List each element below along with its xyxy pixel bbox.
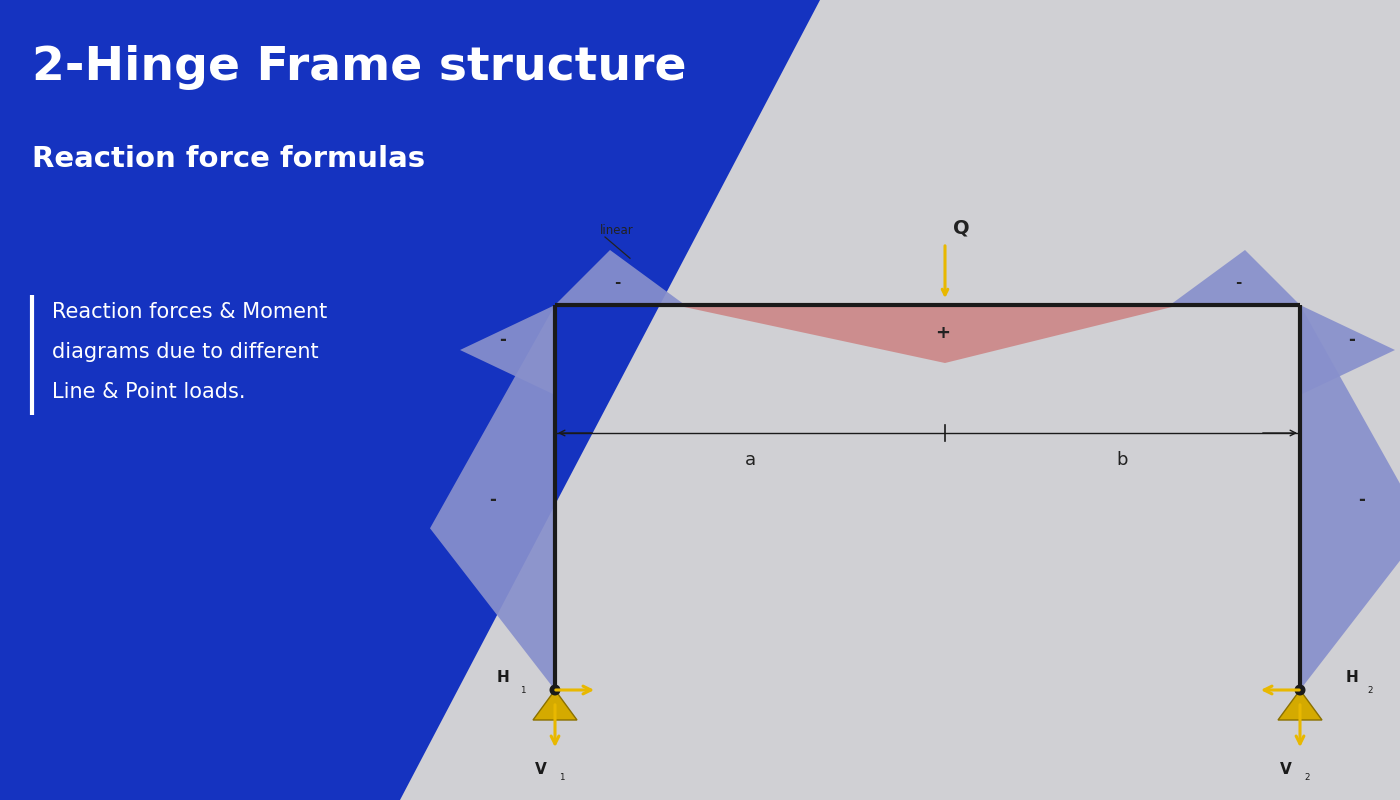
- Text: -: -: [1348, 331, 1355, 349]
- Text: Reaction forces & Moment: Reaction forces & Moment: [52, 302, 328, 322]
- Text: -: -: [500, 331, 507, 349]
- Text: linear: linear: [601, 224, 634, 237]
- Polygon shape: [554, 250, 685, 305]
- Polygon shape: [675, 305, 1180, 363]
- Polygon shape: [0, 0, 820, 800]
- Text: V: V: [535, 762, 547, 777]
- Text: -: -: [1235, 275, 1242, 290]
- Text: Line & Point loads.: Line & Point loads.: [52, 382, 245, 402]
- Circle shape: [550, 685, 560, 694]
- Text: $_2$: $_2$: [1303, 770, 1310, 783]
- Text: a: a: [745, 451, 756, 469]
- Text: -: -: [490, 491, 497, 509]
- Text: $_1$: $_1$: [519, 683, 526, 697]
- Polygon shape: [461, 305, 554, 395]
- Text: Q: Q: [953, 218, 970, 237]
- Polygon shape: [1301, 305, 1400, 690]
- Text: diagrams due to different: diagrams due to different: [52, 342, 319, 362]
- Polygon shape: [533, 690, 577, 720]
- Text: Reaction force formulas: Reaction force formulas: [32, 145, 426, 173]
- Polygon shape: [430, 305, 554, 690]
- Text: -: -: [613, 275, 620, 290]
- Text: 2-Hinge Frame structure: 2-Hinge Frame structure: [32, 45, 686, 90]
- Text: b: b: [1117, 451, 1128, 469]
- Text: $_1$: $_1$: [559, 770, 566, 783]
- Text: H: H: [1345, 670, 1358, 686]
- Polygon shape: [1170, 250, 1301, 305]
- Text: -: -: [1358, 491, 1365, 509]
- Text: +: +: [935, 324, 951, 342]
- Polygon shape: [1301, 305, 1394, 395]
- Polygon shape: [1278, 690, 1322, 720]
- Text: V: V: [1280, 762, 1292, 777]
- Text: H: H: [497, 670, 510, 686]
- Text: $_2$: $_2$: [1366, 683, 1373, 697]
- Circle shape: [1295, 685, 1305, 694]
